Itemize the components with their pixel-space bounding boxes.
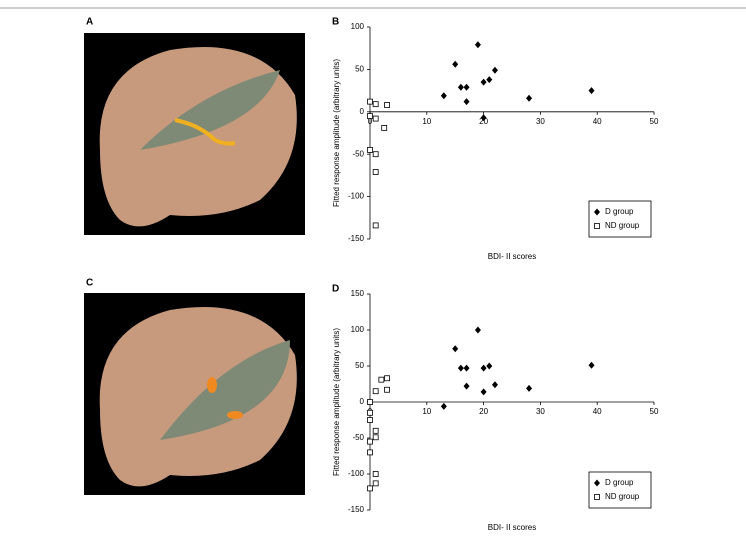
point: [452, 60, 459, 68]
point: [372, 480, 379, 487]
legend-box: [588, 200, 652, 238]
panel-label: A: [86, 17, 93, 28]
point: [367, 417, 373, 423]
legend-label: D group: [605, 207, 634, 216]
point: [440, 402, 447, 410]
legend-label: ND group: [605, 492, 640, 501]
point: [384, 375, 390, 382]
y-axis-title: Fitted response amplitude (arbitrary uni…: [332, 328, 341, 476]
y-tick-label: 0: [360, 107, 365, 116]
x-tick-label: 10: [422, 117, 431, 126]
point: [491, 66, 498, 74]
legend-label: D group: [605, 478, 634, 487]
x-tick-label: 50: [650, 117, 659, 126]
y-axis-title: Fitted response amplitude (arbitrary uni…: [332, 59, 341, 207]
y-tick-label: -100: [348, 192, 365, 201]
panel-label: C: [86, 278, 93, 289]
y-tick-label: 100: [351, 325, 365, 334]
point: [367, 147, 373, 153]
point: [452, 345, 459, 353]
x-tick-label: 10: [422, 407, 431, 416]
x-axis-title: BDI- II scores: [488, 523, 536, 532]
point: [457, 364, 464, 372]
point: [367, 485, 373, 492]
point: [486, 362, 493, 370]
point: [480, 114, 487, 122]
point: [526, 94, 533, 102]
legend-label: ND group: [605, 221, 640, 230]
x-tick-label: 40: [593, 407, 602, 416]
y-tick-label: -150: [348, 505, 365, 514]
point: [367, 399, 373, 405]
point: [381, 125, 388, 131]
point: [486, 76, 493, 84]
point: [367, 98, 373, 105]
point: [440, 92, 447, 100]
point: [384, 386, 390, 393]
point: [372, 434, 379, 441]
point: [457, 83, 464, 91]
point: [463, 382, 470, 390]
point: [588, 361, 595, 369]
x-tick-label: 20: [479, 407, 488, 416]
panel-label: D: [332, 284, 339, 295]
x-tick-label: 30: [536, 117, 545, 126]
x-tick-label: 0: [368, 117, 373, 126]
y-tick-label: 150: [351, 289, 365, 298]
y-tick-label: -50: [352, 149, 364, 158]
x-tick-label: 50: [650, 407, 659, 416]
point: [463, 83, 470, 91]
brain-image-a: [84, 33, 305, 235]
legend-marker: [594, 479, 600, 487]
point: [372, 427, 379, 434]
point: [480, 78, 487, 86]
point: [372, 388, 379, 395]
point: [474, 326, 481, 334]
point: [372, 101, 379, 108]
y-tick-label: -100: [348, 469, 365, 478]
y-tick-label: 50: [355, 361, 364, 370]
point: [463, 364, 470, 372]
point: [384, 102, 390, 108]
y-tick-label: 50: [355, 65, 364, 74]
point: [372, 115, 379, 122]
point: [588, 87, 595, 95]
point: [474, 41, 481, 49]
legend-marker: [594, 208, 600, 216]
point: [480, 388, 487, 396]
legend-marker: [594, 223, 600, 229]
point: [372, 169, 379, 175]
x-tick-label: 30: [536, 407, 545, 416]
point: [367, 438, 373, 445]
point: [480, 364, 487, 372]
point: [372, 151, 379, 158]
legend-box: [588, 471, 652, 509]
point: [378, 376, 385, 383]
point: [463, 98, 470, 106]
brain-image-c: [84, 293, 305, 495]
point: [526, 384, 533, 392]
x-axis-title: BDI- II scores: [488, 252, 536, 261]
x-tick-label: 20: [479, 117, 488, 126]
y-tick-label: 100: [351, 22, 365, 31]
panel-label: B: [332, 17, 339, 28]
point: [367, 113, 373, 119]
y-tick-label: -50: [352, 433, 364, 442]
point: [372, 222, 379, 229]
legend-marker: [594, 494, 600, 500]
point: [367, 449, 373, 456]
point: [367, 409, 373, 416]
point: [372, 471, 379, 477]
x-tick-label: 40: [593, 117, 602, 126]
point: [491, 381, 498, 389]
y-tick-label: -150: [348, 234, 365, 243]
y-tick-label: 0: [360, 397, 365, 406]
